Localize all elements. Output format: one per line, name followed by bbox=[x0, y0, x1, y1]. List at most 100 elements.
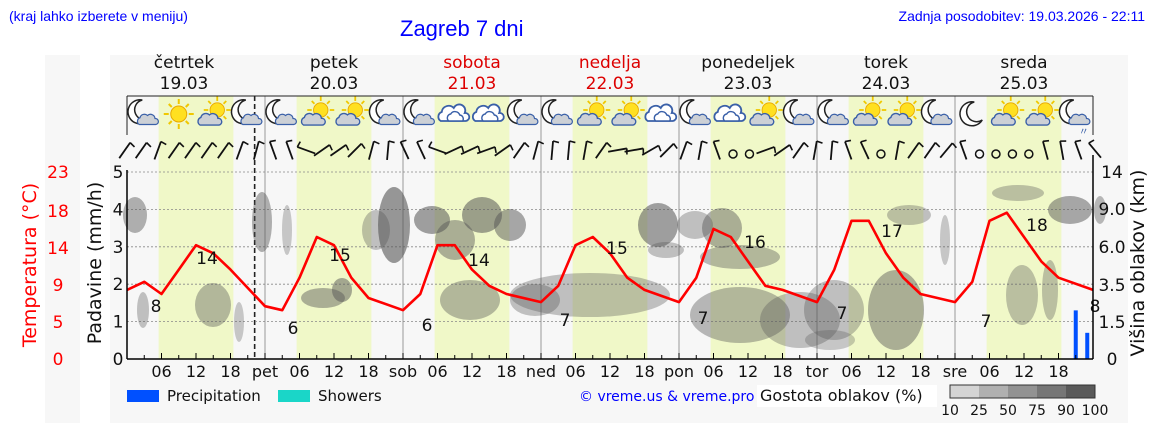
wind-barb-icon bbox=[566, 140, 576, 161]
daily-max-label: 18 bbox=[1026, 216, 1048, 236]
cloud-density-label-bg bbox=[757, 385, 937, 407]
temp-tick-label: 5 bbox=[53, 313, 64, 333]
wind-barb-icon bbox=[697, 140, 708, 161]
wind-barb-icon bbox=[428, 141, 447, 155]
cloud-density-blob bbox=[1048, 196, 1092, 224]
wind-barb-icon bbox=[659, 142, 678, 158]
calm-wind-icon bbox=[974, 149, 985, 159]
precip-tick-label: 0 bbox=[113, 350, 124, 370]
x-tick-label: 06 bbox=[703, 362, 723, 381]
x-tick-label: 06 bbox=[979, 362, 999, 381]
cloud-height-tick-label: 14 bbox=[1101, 163, 1123, 183]
copyright: © vreme.us & vreme.pro bbox=[579, 389, 754, 405]
wind-barb-icon bbox=[859, 139, 870, 160]
x-tick-label: 18 bbox=[772, 362, 792, 381]
day-name: petek bbox=[310, 53, 358, 73]
x-tick-label: 06 bbox=[427, 362, 447, 381]
daily-min-label: 7 bbox=[837, 304, 848, 324]
cloud-density-blob bbox=[378, 187, 410, 263]
x-tick-label: 12 bbox=[324, 362, 344, 381]
daily-max-label: 15 bbox=[606, 239, 628, 259]
cloud-density-blob bbox=[252, 192, 272, 252]
x-tick-label: sob bbox=[389, 362, 417, 381]
x-tick-label: 12 bbox=[738, 362, 758, 381]
day-date: 20.03 bbox=[310, 74, 359, 94]
temperature-axis-title: Temperatura (°C) bbox=[19, 183, 41, 348]
calm-wind-icon bbox=[1024, 149, 1034, 159]
temperature-axis-strip bbox=[45, 55, 80, 423]
wind-barb-icon bbox=[167, 142, 185, 159]
wind-barb-icon bbox=[829, 140, 839, 161]
cloud-density-scale-frame bbox=[949, 384, 1096, 399]
daylight-band bbox=[986, 96, 1062, 359]
showers-legend-label: Showers bbox=[318, 387, 382, 405]
wind-barb-icon bbox=[712, 139, 721, 160]
cloud-density-blob bbox=[234, 302, 244, 342]
cloud-density-blob bbox=[648, 242, 684, 258]
precip-tick-label: 5 bbox=[113, 163, 124, 183]
cloud-density-blob bbox=[638, 203, 678, 247]
day-name: četrtek bbox=[154, 53, 215, 73]
cloud-density-blob bbox=[887, 205, 931, 225]
wind-barb-icon bbox=[512, 142, 530, 159]
cloud-density-blob bbox=[462, 197, 502, 233]
cloud-density-legend-label: Gostota oblakov (%) bbox=[760, 386, 923, 405]
cloud-density-blob bbox=[435, 220, 475, 260]
precipitation-swatch bbox=[127, 390, 159, 402]
svg-text:〃: 〃 bbox=[1079, 127, 1089, 138]
cloud-height-axis-title: Višina oblakov (km) bbox=[1127, 170, 1149, 357]
wind-barb-icon bbox=[923, 142, 941, 159]
calm-wind-icon bbox=[876, 149, 886, 159]
cloud-density-blob bbox=[440, 280, 500, 320]
wind-barb-icon bbox=[329, 144, 350, 157]
wind-barb-icon bbox=[756, 146, 777, 155]
x-tick-label: 18 bbox=[1048, 362, 1068, 381]
wind-barb-icon bbox=[416, 139, 426, 160]
cloud-density-blob bbox=[805, 330, 855, 350]
wind-barb-icon bbox=[313, 144, 333, 157]
last-update: Zadnja posodobitev: 19.03.2026 - 22:11 bbox=[898, 8, 1145, 24]
wind-barb-icon bbox=[532, 140, 545, 160]
daily-min-label: 6 bbox=[422, 316, 433, 336]
moon-cloud-rain-icon: 〃 bbox=[1058, 99, 1091, 138]
wind-barb-icon bbox=[118, 142, 136, 159]
calm-wind-icon bbox=[991, 149, 1001, 159]
daily-max-label: 14 bbox=[196, 249, 218, 269]
x-tick-label: 12 bbox=[462, 362, 482, 381]
wind-barb-icon bbox=[939, 142, 958, 159]
end-temp-label: 8 bbox=[1090, 297, 1101, 317]
calm-wind-icon bbox=[1007, 149, 1018, 159]
cloud-density-swatch bbox=[1008, 385, 1037, 398]
wind-barb-icon bbox=[399, 139, 410, 160]
wind-barb-icon bbox=[235, 140, 249, 160]
x-tick-label: 18 bbox=[358, 362, 378, 381]
temperature-line bbox=[126, 211, 1094, 312]
x-tick-label: 06 bbox=[841, 362, 861, 381]
wind-barb-icon bbox=[773, 144, 794, 157]
x-tick-label: 06 bbox=[151, 362, 171, 381]
cloud-density-tick: 50 bbox=[999, 403, 1017, 419]
wind-barb-icon bbox=[679, 140, 693, 160]
wind-barb-icon bbox=[959, 139, 968, 160]
calm-wind-icon bbox=[744, 149, 755, 159]
wind-barb-icon bbox=[844, 139, 853, 160]
cloud-density-blob bbox=[700, 245, 780, 269]
wind-barb-icon bbox=[1088, 139, 1102, 159]
wind-barb-icon bbox=[134, 142, 152, 159]
day-date: 25.03 bbox=[1000, 74, 1049, 94]
wind-barb-icon bbox=[494, 144, 514, 157]
precip-tick-label: 1 bbox=[113, 313, 124, 333]
day-name: torek bbox=[864, 53, 908, 73]
cloud-density-tick: 25 bbox=[970, 403, 988, 419]
wind-barb-icon bbox=[907, 142, 924, 159]
cloud-density-blob bbox=[195, 283, 231, 327]
daily-max-label: 15 bbox=[329, 246, 351, 266]
cloud-density-tick: 75 bbox=[1028, 403, 1046, 419]
daylight-band bbox=[572, 96, 648, 359]
wind-barb-icon bbox=[268, 139, 278, 160]
day-date: 19.03 bbox=[160, 74, 209, 94]
temp-tick-label: 9 bbox=[53, 276, 64, 296]
wind-barb-icon bbox=[550, 140, 560, 161]
wind-barb-icon bbox=[253, 140, 265, 160]
